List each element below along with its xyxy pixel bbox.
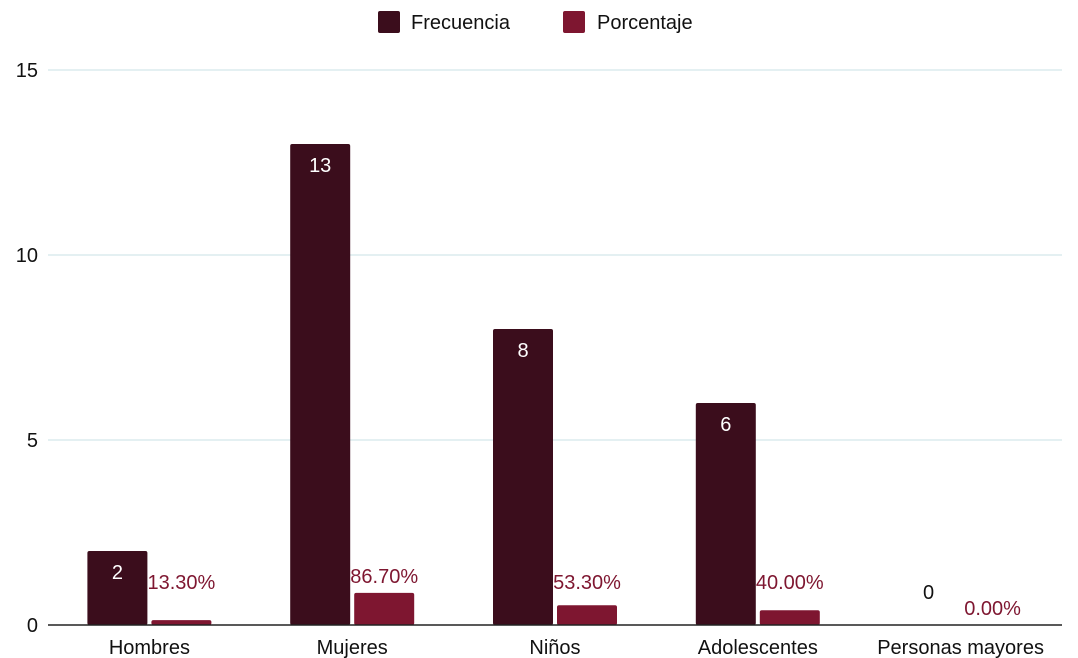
data-label-porcentaje: 86.70% [350,566,418,588]
data-label-frecuencia: 2 [112,562,123,584]
data-label-frecuencia: 8 [517,340,528,362]
data-labels: 2 13.30% 13 86.70% 8 53.30% 6 40.00% 0 0.00% [112,155,1021,620]
y-tick-label: 10 [16,245,38,267]
bar-frecuencia [290,144,351,625]
bar-frecuencia [87,551,148,625]
category-labels: Hombres Mujeres Niños Adolescentes Personas … [109,637,1044,658]
data-label-frecuencia: 13 [309,155,331,177]
data-label-porcentaje: 53.30% [553,572,621,594]
bar-porcentaje [759,610,820,625]
bar-porcentaje [151,620,212,625]
bar-porcentaje [354,592,415,625]
bar-frecuencia [493,329,553,625]
bars [87,144,820,625]
bar-frecuencia [695,403,756,625]
legend: Frecuencia Porcentaje [378,11,693,34]
data-label-porcentaje: 0.00% [964,598,1021,620]
y-tick-label: 15 [16,60,38,82]
category-label: Hombres [109,637,190,658]
legend-label-porcentaje: Porcentaje [597,12,693,34]
category-label: Mujeres [317,637,388,658]
data-label-frecuencia: 6 [720,414,731,436]
category-label: Personas mayores [877,637,1044,658]
data-label-porcentaje: 40.00% [756,572,824,594]
category-label: Adolescentes [698,637,818,658]
grid-lines [48,69,1062,441]
bar-porcentaje [557,605,617,625]
category-label: Niños [529,637,580,658]
y-axis-ticks: 0 5 10 15 [16,60,38,637]
data-label-frecuencia: 0 [923,582,934,604]
legend-label-frecuencia: Frecuencia [411,12,511,34]
y-tick-label: 5 [27,430,38,452]
legend-swatch-porcentaje [563,11,585,33]
data-label-porcentaje: 13.30% [147,572,215,594]
y-tick-label: 0 [27,615,38,637]
legend-swatch-frecuencia [378,11,400,33]
